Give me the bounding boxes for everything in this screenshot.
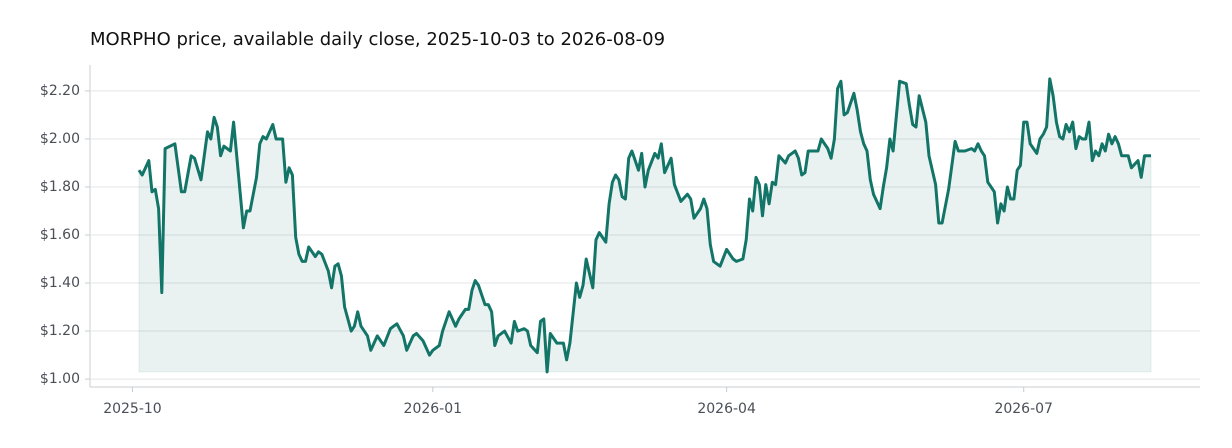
x-tick-label: 2026-07 — [994, 401, 1053, 417]
y-tick-label: $1.00 — [40, 371, 80, 387]
y-tick-label: $2.20 — [40, 83, 80, 99]
x-tick-label: 2026-04 — [697, 401, 756, 417]
y-tick-label: $1.40 — [40, 275, 80, 291]
x-tick-label: 2026-01 — [404, 401, 463, 417]
price-line — [137, 77, 1151, 374]
price-area — [138, 78, 1152, 373]
x-tick-label: 2025-10 — [103, 401, 162, 417]
chart-title: MORPHO price, available daily close, 202… — [90, 29, 665, 50]
y-tick-label: $1.60 — [40, 227, 80, 243]
y-tick-label: $1.80 — [40, 179, 80, 195]
y-tick-label: $1.20 — [40, 323, 80, 339]
y-tick-label: $2.00 — [40, 131, 80, 147]
